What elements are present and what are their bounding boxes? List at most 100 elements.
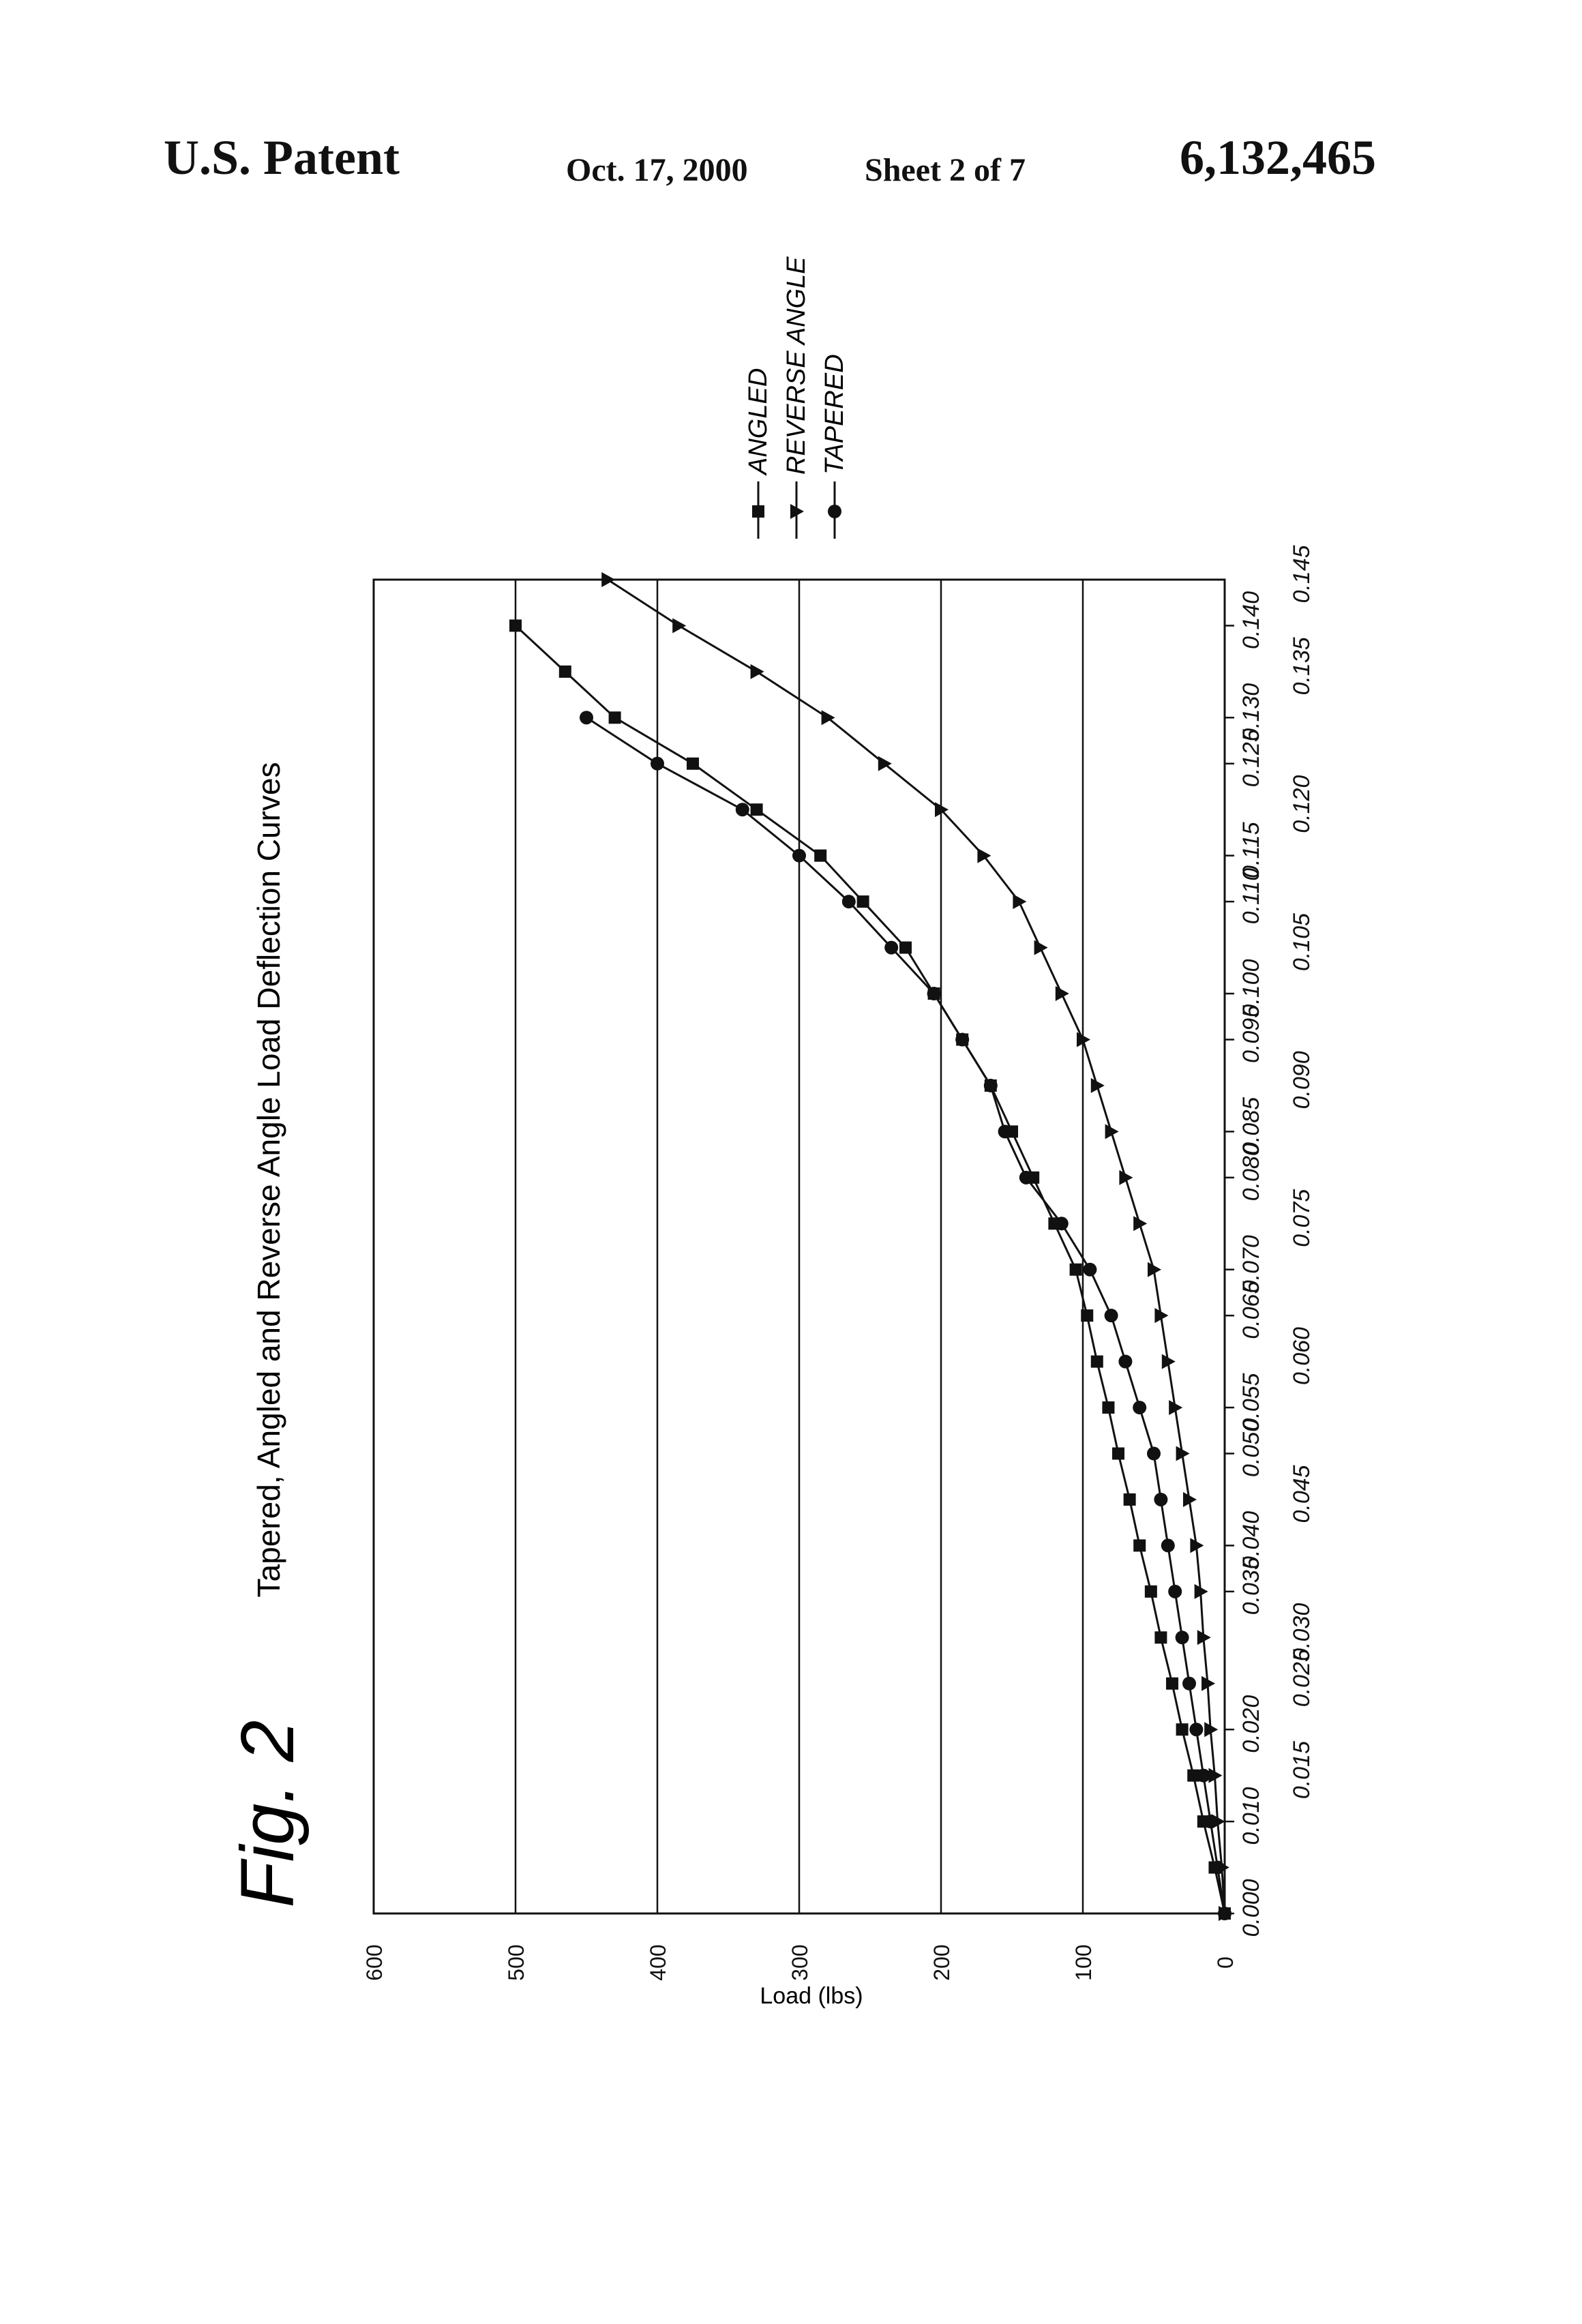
data-point bbox=[984, 1079, 998, 1092]
y-tick-label: 400 bbox=[646, 1944, 670, 1980]
chart-title: Tapered, Angled and Reverse Angle Load D… bbox=[251, 762, 286, 1598]
x-tick-label: 0.045 bbox=[1289, 1465, 1315, 1523]
data-point bbox=[1102, 1401, 1114, 1414]
y-tick-label: 500 bbox=[504, 1944, 528, 1980]
data-point bbox=[687, 758, 699, 770]
data-point bbox=[1204, 1815, 1217, 1828]
x-tick-label: 0.070 bbox=[1238, 1235, 1264, 1293]
data-point bbox=[559, 666, 571, 678]
x-tick-label: 0.115 bbox=[1238, 822, 1264, 878]
data-point bbox=[1081, 1309, 1093, 1322]
data-point bbox=[842, 895, 856, 908]
data-point bbox=[672, 618, 686, 633]
series-angled bbox=[509, 619, 1231, 1920]
legend-label: REVERSE ANGLE bbox=[782, 256, 811, 475]
x-tick-label: 0.090 bbox=[1289, 1051, 1315, 1109]
y-tick-label: 300 bbox=[788, 1944, 812, 1980]
x-tick-label: 0.135 bbox=[1289, 637, 1315, 695]
data-point bbox=[1218, 1907, 1232, 1920]
series-line-tapered bbox=[586, 717, 1225, 1913]
data-point bbox=[1091, 1356, 1103, 1368]
data-point bbox=[1189, 1723, 1203, 1736]
legend-marker bbox=[828, 505, 841, 518]
data-point bbox=[580, 711, 593, 724]
data-point bbox=[1019, 1171, 1033, 1185]
data-point bbox=[1176, 1630, 1189, 1644]
x-tick-label: 0.120 bbox=[1289, 775, 1315, 833]
data-point bbox=[1112, 1448, 1124, 1460]
x-tick-label: 0.130 bbox=[1238, 683, 1264, 741]
x-tick-label: 0.020 bbox=[1238, 1695, 1264, 1753]
x-tick-label: 0.030 bbox=[1289, 1603, 1315, 1661]
series-line-reverse-angle bbox=[608, 580, 1225, 1913]
data-point bbox=[1056, 986, 1069, 1001]
data-point bbox=[1124, 1493, 1136, 1506]
y-tick-label: 200 bbox=[929, 1944, 954, 1980]
legend-entry: REVERSE ANGLE bbox=[782, 256, 811, 539]
data-point bbox=[977, 848, 991, 863]
legend-entry: ANGLED bbox=[744, 368, 773, 539]
x-tick-label: 0.015 bbox=[1289, 1741, 1315, 1799]
series-layer bbox=[509, 572, 1232, 1921]
series-reverse-angle bbox=[601, 572, 1232, 1921]
x-tick-label: 0.010 bbox=[1238, 1787, 1264, 1845]
x-tick-label: 0.100 bbox=[1238, 959, 1264, 1017]
data-point bbox=[1147, 1447, 1161, 1461]
legend-label: ANGLED bbox=[744, 368, 773, 476]
legend-label: TAPERED bbox=[820, 354, 849, 475]
data-point bbox=[1145, 1585, 1157, 1598]
data-point bbox=[899, 942, 912, 954]
x-tick-label: 0.060 bbox=[1289, 1327, 1315, 1385]
x-tick-label: 0.055 bbox=[1238, 1373, 1264, 1431]
legend-marker bbox=[752, 505, 764, 518]
data-point bbox=[601, 572, 615, 587]
data-point bbox=[1168, 1585, 1182, 1598]
y-tick-label: 0 bbox=[1213, 1956, 1238, 1969]
data-point bbox=[1013, 894, 1026, 909]
data-point bbox=[857, 895, 869, 908]
data-point bbox=[1154, 1493, 1167, 1506]
x-tick-label: 0.140 bbox=[1238, 591, 1264, 649]
data-point bbox=[1055, 1217, 1069, 1230]
data-point bbox=[1105, 1309, 1118, 1322]
data-point bbox=[884, 941, 898, 955]
y-tick-label: 100 bbox=[1071, 1944, 1096, 1980]
y-tick-label: 600 bbox=[362, 1944, 387, 1980]
x-tick-label: 0.085 bbox=[1238, 1097, 1264, 1155]
series-line-angled bbox=[516, 625, 1225, 1913]
data-point bbox=[1083, 1263, 1096, 1277]
x-tick-label: 0.000 bbox=[1238, 1879, 1264, 1937]
data-point bbox=[751, 803, 763, 816]
x-tick-label: 0.040 bbox=[1238, 1511, 1264, 1569]
y-axis-label: Load (lbs) bbox=[760, 1983, 863, 2009]
legend-entry: TAPERED bbox=[820, 354, 849, 539]
data-point bbox=[1166, 1678, 1178, 1690]
legend: ANGLED REVERSE ANGLE TAPERED bbox=[744, 256, 849, 539]
x-axis-ticks: 0.0000.0100.0200.0350.0400.0500.0550.065… bbox=[1225, 545, 1315, 1937]
data-point bbox=[1211, 1861, 1225, 1875]
data-point bbox=[1197, 1769, 1210, 1783]
data-point bbox=[1154, 1631, 1167, 1643]
data-point bbox=[955, 1032, 969, 1046]
data-point bbox=[736, 803, 749, 816]
gridlines bbox=[516, 580, 1083, 1913]
data-point bbox=[814, 850, 826, 862]
data-point bbox=[1176, 1723, 1189, 1735]
data-point bbox=[1133, 1539, 1146, 1551]
data-point bbox=[927, 987, 941, 1000]
data-point bbox=[1118, 1355, 1132, 1369]
data-point bbox=[1161, 1538, 1175, 1552]
data-point bbox=[1182, 1677, 1196, 1690]
data-point bbox=[651, 757, 664, 771]
figure-label: Fig. 2 bbox=[226, 1720, 310, 1907]
data-point bbox=[609, 711, 621, 724]
x-tick-label: 0.075 bbox=[1289, 1189, 1315, 1247]
data-point bbox=[1070, 1264, 1082, 1276]
x-tick-label: 0.105 bbox=[1289, 913, 1315, 971]
data-point bbox=[1133, 1401, 1146, 1414]
data-point bbox=[751, 664, 764, 679]
data-point bbox=[792, 849, 806, 863]
data-point bbox=[998, 1124, 1012, 1138]
x-tick-label: 0.145 bbox=[1289, 545, 1315, 603]
